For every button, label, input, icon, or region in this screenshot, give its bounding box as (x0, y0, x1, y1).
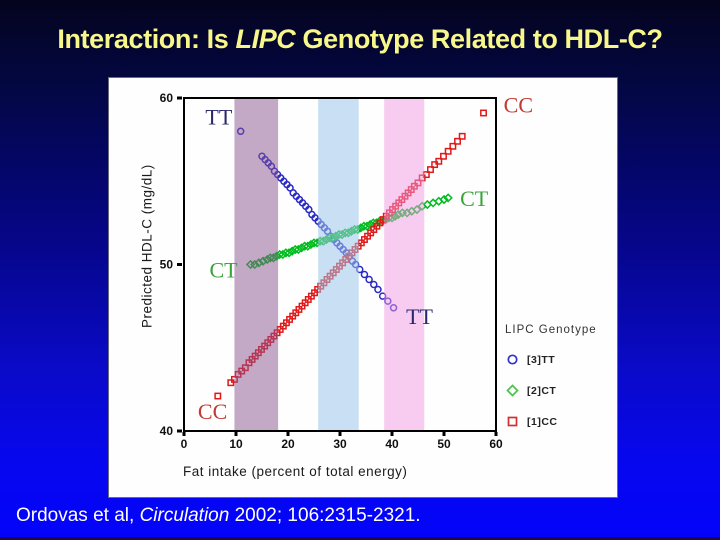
title-suffix: Genotype Related to HDL-C? (295, 24, 664, 54)
x-axis-label: Fat intake (percent of total energy) (183, 464, 408, 479)
slide-bottom-edge (0, 537, 720, 540)
citation-volume: 2002; 106:2315-2321. (229, 505, 421, 526)
legend-item-tt: [3]TT (505, 352, 615, 367)
chart-legend: LIPC Genotype [3]TT [2]CT [1]CC (505, 324, 615, 429)
x-tick-label: 60 (489, 437, 503, 451)
purple-band (234, 98, 279, 431)
title-prefix: Interaction: Is (57, 24, 236, 54)
pink-band (384, 98, 425, 431)
series-label-tt: TT (406, 304, 433, 329)
legend-label: [3]TT (527, 353, 556, 366)
series-label-ct: CT (460, 186, 489, 211)
series-label-cc: CC (504, 93, 533, 118)
legend-item-cc: [1]CC (505, 414, 615, 429)
series-label-tt: TT (205, 104, 232, 129)
blue-band (318, 98, 359, 431)
slide-title: Interaction: Is LIPC Genotype Related to… (0, 24, 720, 55)
series-label-ct: CT (209, 257, 238, 282)
scatter-plot: 0 10 20 30 40 50 60 40 50 60 TT CC CT CT TT CC (160, 91, 533, 451)
legend-label: [2]CT (527, 384, 557, 397)
legend-label: [1]CC (527, 415, 558, 428)
x-tick-label: 20 (281, 437, 295, 451)
citation-journal: Circulation (139, 505, 230, 526)
y-tick-label: 50 (160, 258, 174, 272)
legend-title: LIPC Genotype (505, 324, 597, 336)
x-tick-label: 0 (181, 437, 188, 451)
series-label-cc: CC (198, 399, 227, 424)
citation: Ordovas et al, Circulation 2002; 106:231… (16, 505, 421, 527)
y-tick-label: 60 (160, 91, 174, 105)
square-marker-icon (507, 416, 518, 427)
x-tick-label: 40 (385, 437, 399, 451)
title-gene-name: LIPC (235, 24, 296, 54)
chart-panel: 0 10 20 30 40 50 60 40 50 60 TT CC CT CT TT CC Predicte… (108, 77, 618, 498)
x-tick-label: 30 (333, 437, 347, 451)
circle-marker-icon (507, 354, 518, 365)
y-tick-label: 40 (160, 424, 174, 438)
citation-authors: Ordovas et al, (16, 505, 140, 526)
diamond-marker-icon (506, 384, 519, 397)
x-tick-label: 10 (229, 437, 243, 451)
legend-item-ct: [2]CT (505, 383, 615, 398)
plot-frame (183, 97, 497, 432)
x-tick-label: 50 (437, 437, 451, 451)
